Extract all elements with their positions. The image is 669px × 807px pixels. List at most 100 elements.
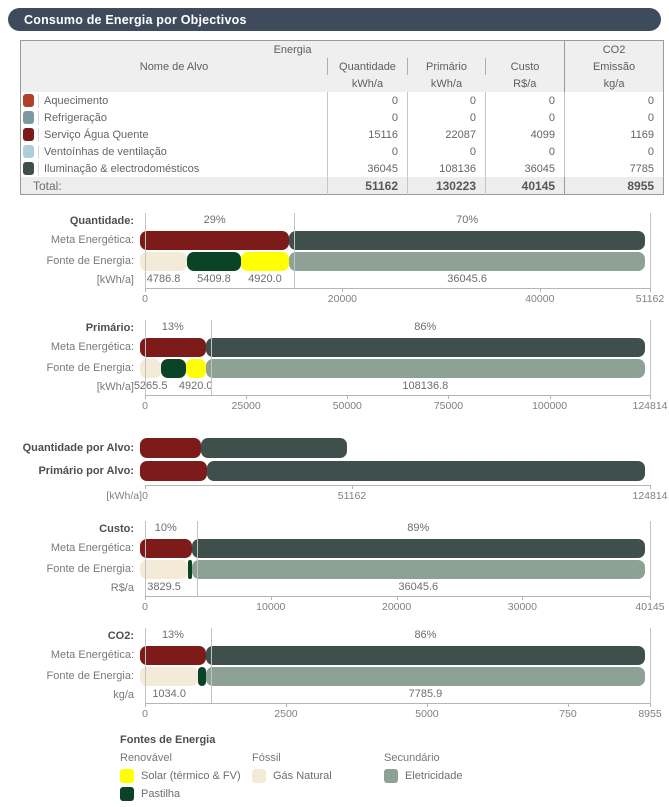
axis-line (145, 485, 650, 486)
legend-item: Eletricidade (384, 769, 516, 783)
unit-label: [kWh/a] (106, 490, 142, 502)
legend-item: Solar (térmico & FV) (120, 769, 252, 783)
total-primario: 130223 (407, 177, 486, 195)
percent-plot: 13% 86% (140, 320, 645, 336)
cell-co2: 1169 (564, 126, 664, 143)
cell-custo: 4099 (484, 126, 565, 143)
bar-segment (140, 559, 189, 579)
cell-co2: 7785 (564, 160, 664, 177)
axis-tick-label: 20000 (327, 293, 358, 305)
fonte-bar (140, 251, 645, 271)
table-group-header-row: Energia CO2 (20, 40, 664, 58)
row-label: Ventoínhas de ventilação (38, 144, 325, 159)
axis-tick (539, 288, 541, 292)
axis-tick (352, 485, 353, 489)
alvo-bar (140, 438, 645, 458)
total-co2: 8955 (564, 177, 664, 195)
bar-segment (161, 358, 186, 378)
axis-tick (145, 288, 146, 292)
alvo-bar (140, 461, 645, 481)
total-custo: 40145 (484, 177, 565, 195)
legend-group-name: Secundário (384, 752, 440, 764)
unit-header-emissao: kg/a (564, 75, 664, 92)
axis-tick-label: 0 (142, 490, 148, 502)
grid-line (145, 213, 146, 288)
bar-segment (140, 358, 162, 378)
legend-group: Fóssil Gás Natural (252, 752, 384, 805)
grid-line (145, 628, 146, 703)
bar-segment (140, 666, 199, 686)
group-header-energia: Energia (20, 40, 565, 58)
total-label: Total: (20, 177, 328, 195)
col-header-primario: Primário (407, 58, 486, 75)
axis-tick (650, 596, 651, 600)
row-color-swatch (23, 94, 34, 107)
axis-tick-label: 40000 (525, 293, 555, 305)
table-column-header-row: Nome de Alvo Quantidade Primário Custo E… (20, 58, 664, 75)
fonte-bar (140, 559, 645, 579)
value-row: R$/a 3829.5 36045.6 (0, 579, 669, 596)
axis-tick-label: 5000 (415, 708, 439, 720)
axis-tick (145, 596, 146, 600)
axis-line (145, 703, 650, 704)
percent-row: Custo: 10% 89% (0, 521, 669, 537)
unit-header-empty (20, 75, 328, 92)
axis-tick (426, 703, 428, 707)
axis-tick (650, 703, 651, 707)
bar-segment (140, 538, 192, 558)
grid-line (650, 521, 651, 596)
legend-swatch (120, 769, 134, 783)
fonte-bar (140, 666, 645, 686)
axis-tick (567, 703, 569, 707)
grid-line (650, 213, 651, 288)
legend-group-name: Renovável (120, 752, 172, 764)
alvo-row: Primário por Alvo: (0, 459, 669, 482)
axis-tick-label: 40145 (635, 601, 665, 613)
axis-line (145, 395, 650, 396)
chart-custo: Custo: 10% 89% Meta Energética: Fonte de Ene… (0, 521, 669, 614)
grid-line (650, 320, 651, 395)
unit-label: kg/a (113, 688, 134, 701)
legend-swatch (384, 769, 398, 783)
grid-line (294, 213, 296, 288)
col-header-custo: Custo (484, 58, 565, 75)
axis-tick (285, 703, 287, 707)
value-label: 4920.0 (248, 273, 282, 285)
legend-item-label: Solar (térmico & FV) (141, 770, 241, 782)
value-label: 4920.0 (178, 380, 213, 392)
cell-quantidade: 0 (327, 109, 408, 126)
cell-primario: 0 (407, 92, 486, 109)
axis-tick-label: 124814 (632, 400, 668, 412)
percent-plot: 29% 70% (140, 213, 645, 229)
axis-tick (145, 485, 146, 489)
legend-item-label: Eletricidade (405, 770, 463, 782)
bar-segment (240, 251, 290, 271)
table-row: Ventoínhas de ventilação 0 0 0 0 (21, 143, 664, 160)
legend-item: Pastilha (120, 787, 252, 801)
row-color-swatch (23, 111, 34, 124)
axis-tick-label: 0 (142, 400, 148, 412)
axis-tick-label: 51162 (635, 293, 665, 305)
cell-co2: 0 (564, 109, 664, 126)
meta-label: Meta Energética: (50, 340, 134, 353)
fonte-row: Fonte de Energia: (0, 357, 669, 378)
percent-label: 13% (161, 629, 184, 641)
legend-item-label: Pastilha (141, 788, 181, 800)
legend-swatch (252, 769, 266, 783)
unit-label: [kWh/a] (96, 380, 134, 393)
table-row: Aquecimento 0 0 0 0 (21, 92, 664, 109)
bar-segment (289, 230, 645, 250)
row-color-swatch (23, 128, 34, 141)
percent-label: 10% (154, 522, 177, 534)
axis-tick-label: 75000 (433, 400, 464, 412)
fonte-label: Fonte de Energia: (46, 669, 134, 682)
grid-line (145, 521, 146, 596)
chart-co2: CO2: 13% 86% Meta Energética: Fonte de Energ… (0, 628, 669, 721)
row-label: Aquecimento (38, 93, 325, 108)
cell-quantidade: 36045 (327, 160, 408, 177)
bar-segment (205, 337, 645, 357)
percent-plot: 13% 86% (140, 628, 645, 644)
axis-tick-label: 100000 (532, 400, 568, 412)
chart-title: Primário por Alvo: (38, 464, 134, 477)
axis-tick-label: 25000 (231, 400, 261, 412)
